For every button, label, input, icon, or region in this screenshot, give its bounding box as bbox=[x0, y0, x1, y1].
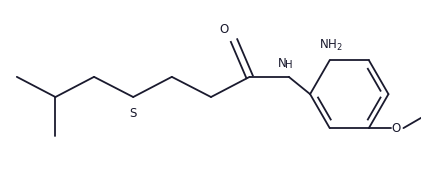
Text: N: N bbox=[278, 57, 286, 70]
Text: O: O bbox=[391, 122, 400, 135]
Text: S: S bbox=[130, 107, 137, 120]
Text: NH$_2$: NH$_2$ bbox=[319, 38, 343, 53]
Text: O: O bbox=[219, 23, 228, 36]
Text: H: H bbox=[285, 60, 292, 70]
